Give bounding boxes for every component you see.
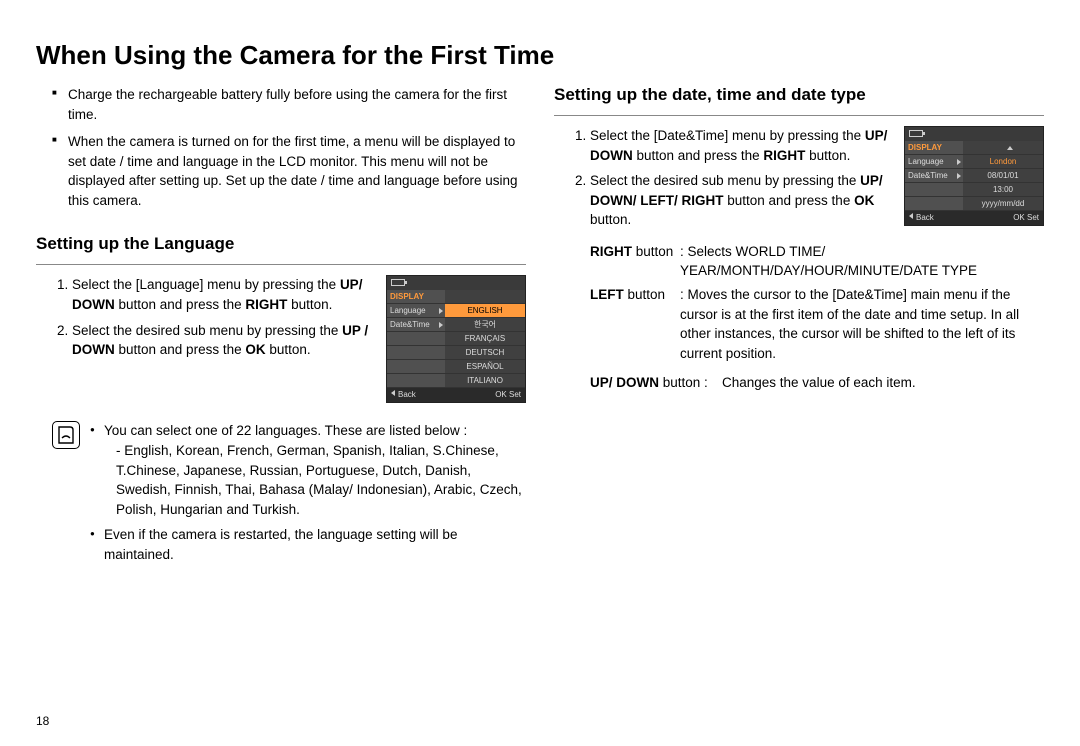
page-title: When Using the Camera for the First Time (36, 40, 1044, 71)
intro-bullets: Charge the rechargeable battery fully be… (36, 85, 526, 210)
section-heading-datetime: Setting up the date, time and date type (554, 85, 1044, 105)
note-block: You can select one of 22 languages. Thes… (36, 421, 526, 570)
lcd-menu-item: Date&Time (905, 169, 963, 183)
lcd-header (905, 127, 1043, 141)
section-divider (554, 115, 1044, 116)
note-item: Even if the camera is restarted, the lan… (90, 525, 526, 564)
lcd-value: yyyy/mm/dd (963, 197, 1043, 211)
lcd-language-preview: DISPLAY Language Date&Time ENGLISH 한국어 F… (386, 275, 526, 403)
datetime-steps-block: Select the [Date&Time] menu by pressing … (554, 126, 1044, 236)
lcd-datetime-preview: DISPLAY Language Date&Time London 08/01/… (904, 126, 1044, 226)
chevron-left-icon (391, 390, 395, 396)
button-def-left: LEFT button : Moves the cursor to the [D… (590, 285, 1044, 363)
step-item: Select the [Language] menu by pressing t… (72, 275, 376, 314)
lcd-footer: Back OK Set (905, 211, 1043, 225)
note-item: You can select one of 22 languages. Thes… (90, 421, 526, 519)
intro-item: When the camera is turned on for the fir… (52, 132, 526, 210)
button-def-updown: UP/ DOWN button : Changes the value of e… (590, 373, 1044, 393)
step-item: Select the desired sub menu by pressing … (72, 321, 376, 360)
language-steps-block: Select the [Language] menu by pressing t… (36, 275, 526, 403)
lcd-value: 13:00 (963, 183, 1043, 197)
datetime-steps: Select the [Date&Time] menu by pressing … (554, 126, 894, 236)
step-item: Select the desired sub menu by pressing … (590, 171, 894, 230)
lcd-menu-item: Language (905, 155, 963, 169)
lcd-value-selected: London (963, 155, 1043, 169)
chevron-right-icon (957, 159, 961, 165)
battery-icon (391, 279, 405, 286)
lcd-option: ESPAÑOL (445, 360, 525, 374)
lcd-option: ITALIANO (445, 374, 525, 388)
chevron-right-icon (439, 308, 443, 314)
chevron-left-icon (909, 213, 913, 219)
chevron-right-icon (439, 322, 443, 328)
intro-item: Charge the rechargeable battery fully be… (52, 85, 526, 124)
lcd-menu-item: Language (387, 304, 445, 318)
two-column-layout: Charge the rechargeable battery fully be… (36, 85, 1044, 570)
section-heading-language: Setting up the Language (36, 234, 526, 254)
chevron-up-icon (1007, 146, 1013, 150)
note-list: You can select one of 22 languages. Thes… (90, 421, 526, 570)
lcd-option: 한국어 (445, 318, 525, 332)
section-divider (36, 264, 526, 265)
page-number: 18 (36, 714, 49, 728)
lcd-footer: Back OK Set (387, 388, 525, 402)
lcd-value: 08/01/01 (963, 169, 1043, 183)
lcd-option: DEUTSCH (445, 346, 525, 360)
note-icon (52, 421, 80, 449)
right-column: Setting up the date, time and date type … (554, 85, 1044, 570)
step-item: Select the [Date&Time] menu by pressing … (590, 126, 894, 165)
lcd-menu-header: DISPLAY (387, 290, 445, 304)
lcd-option-selected: ENGLISH (445, 304, 525, 318)
button-def-right: RIGHT button : Selects WORLD TIME/ YEAR/… (590, 242, 1044, 281)
lcd-menu-header: DISPLAY (905, 141, 963, 155)
chevron-right-icon (957, 173, 961, 179)
left-column: Charge the rechargeable battery fully be… (36, 85, 526, 570)
lcd-option: FRANÇAIS (445, 332, 525, 346)
button-definitions: RIGHT button : Selects WORLD TIME/ YEAR/… (554, 242, 1044, 393)
battery-icon (909, 130, 923, 137)
lcd-menu-item: Date&Time (387, 318, 445, 332)
language-steps: Select the [Language] menu by pressing t… (36, 275, 376, 365)
lcd-header (387, 276, 525, 290)
